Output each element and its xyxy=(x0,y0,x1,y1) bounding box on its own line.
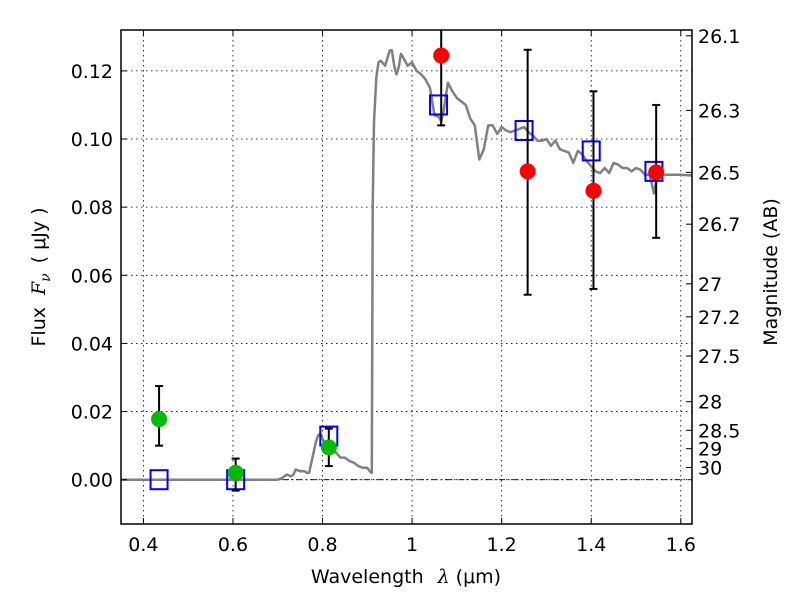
y2-tick-label: 27.5 xyxy=(698,346,740,368)
y2-tick-label: 28 xyxy=(698,392,722,414)
y-axis-label-symbol: F xyxy=(28,281,50,296)
observed-point xyxy=(320,439,337,456)
x-axis-label-word: Wavelength xyxy=(311,566,424,588)
y-axis-label: Flux Fν ( μJy ) xyxy=(28,207,54,346)
y2-tick-label: 26.5 xyxy=(698,162,740,184)
x-axis-label: Wavelength λ (μm) xyxy=(311,566,501,588)
model-photometry-square xyxy=(514,120,534,142)
observed-point xyxy=(433,47,450,64)
y-tick-label: 0.00 xyxy=(71,470,113,492)
observed-point xyxy=(227,464,244,481)
y2-tick-label: 30 xyxy=(698,457,722,479)
y2-tick-label: 29 xyxy=(698,439,722,461)
y-tick-label: 0.04 xyxy=(71,333,113,355)
x-tick-label: 0.4 xyxy=(128,534,158,556)
y2-tick-label: 27 xyxy=(698,274,722,296)
model-photometry-square xyxy=(149,469,169,491)
y2-tick-label: 26.3 xyxy=(698,100,740,122)
plot-frame xyxy=(120,29,693,525)
observed-point xyxy=(151,411,168,428)
x-tick-label: 1.6 xyxy=(666,534,696,556)
x-axis-ticks: 0.4 0.6 0.8 1 1.2 1.4 1.6 xyxy=(128,30,696,556)
y2-tick-label: 28.5 xyxy=(698,420,740,442)
y2-tick-label: 26.1 xyxy=(698,26,740,48)
observed-point xyxy=(648,164,665,181)
y-tick-label: 0.06 xyxy=(71,265,113,287)
observed-point xyxy=(519,163,536,180)
y2-tick-label: 26.7 xyxy=(698,214,740,236)
y-axis-label-word: Flux xyxy=(28,307,50,347)
x-tick-label: 1 xyxy=(406,534,418,556)
y-tick-label: 0.12 xyxy=(71,61,113,83)
y2-axis-label: Magnitude (AB) xyxy=(760,198,782,346)
y2-tick-label: 27.2 xyxy=(698,307,740,329)
grid-lines xyxy=(121,30,692,524)
y-tick-label: 0.10 xyxy=(71,129,113,151)
model-photometry-square xyxy=(581,140,601,162)
y-axis-label-unit: ( μJy ) xyxy=(28,207,50,263)
y-tick-label: 0.02 xyxy=(71,402,113,424)
x-tick-label: 0.8 xyxy=(307,534,337,556)
x-tick-label: 0.6 xyxy=(218,534,248,556)
y-tick-label: 0.08 xyxy=(71,197,113,219)
observed-point xyxy=(585,182,602,199)
x-tick-label: 1.4 xyxy=(576,534,606,556)
model-photometry-square xyxy=(429,94,449,116)
y-axis-ticks: 0.00 0.02 0.04 0.06 0.08 0.10 0.12 xyxy=(71,61,127,492)
x-tick-label: 1.2 xyxy=(487,534,517,556)
observed-points xyxy=(151,47,665,481)
x-axis-label-unit: (μm) xyxy=(456,566,501,588)
y-axis-label-subscript: ν xyxy=(38,273,54,282)
x-axis-label-symbol: λ xyxy=(437,566,450,588)
